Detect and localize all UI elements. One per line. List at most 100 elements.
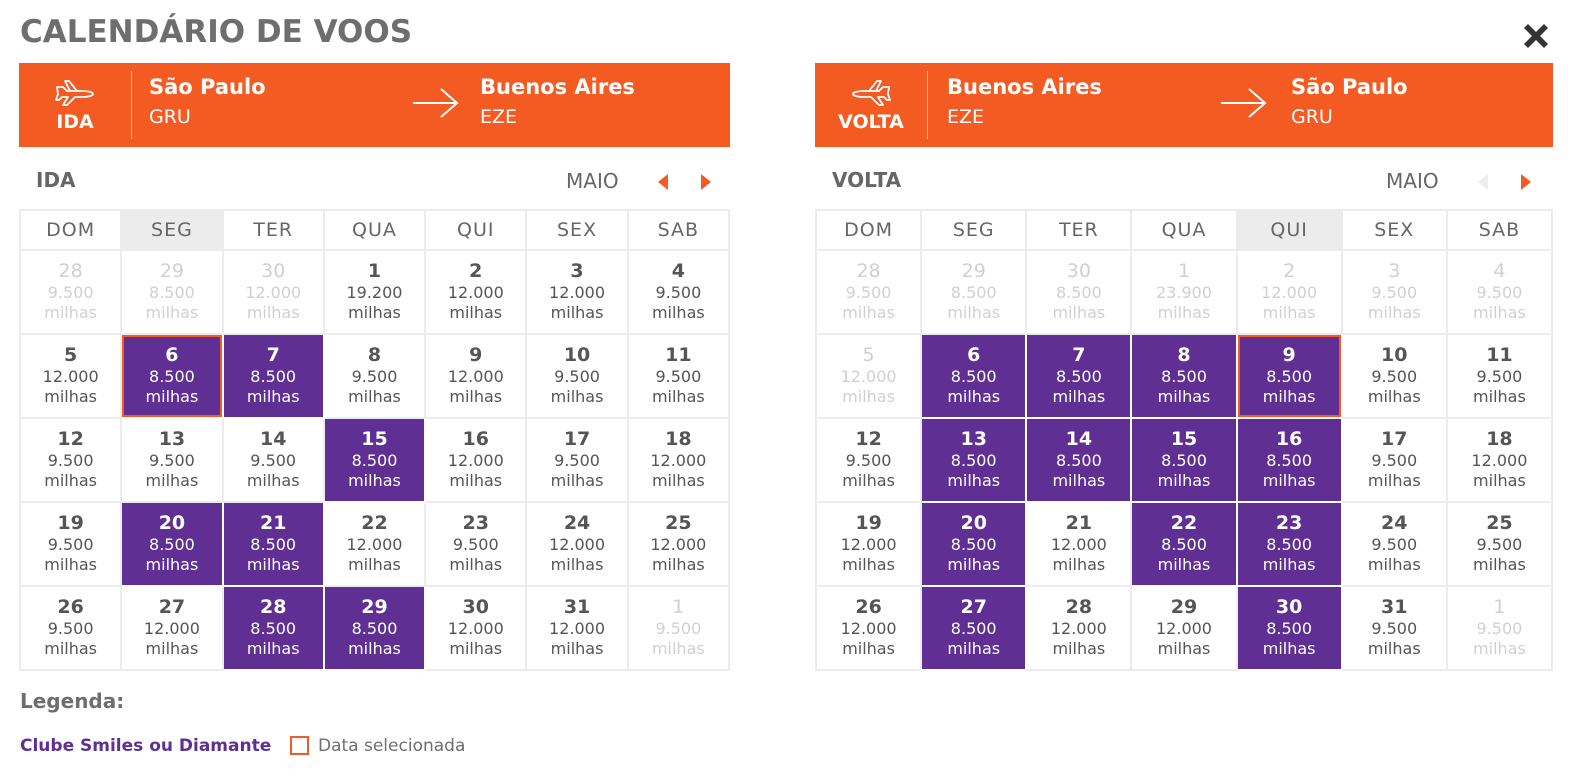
calendar-day-cell[interactable]: 10 9.500 milhas bbox=[525, 333, 629, 419]
calendar-day-cell[interactable]: 26 12.000 milhas bbox=[814, 585, 923, 671]
calendar-day-cell[interactable]: 27 8.500 milhas bbox=[920, 585, 1028, 671]
calendar-day-cell[interactable]: 25 9.500 milhas bbox=[1445, 501, 1554, 587]
calendar-day-cell[interactable]: 23 8.500 milhas bbox=[1235, 501, 1343, 587]
calendar-day-cell[interactable]: 1 19.200 milhas bbox=[322, 249, 427, 335]
legend-club-label: Clube Smiles ou Diamante bbox=[20, 736, 272, 756]
calendar-day-cell[interactable]: 14 9.500 milhas bbox=[221, 417, 325, 503]
calendar-day-cell[interactable]: 10 9.500 milhas bbox=[1340, 333, 1448, 419]
calendar-day-cell[interactable]: 20 8.500 milhas bbox=[120, 501, 224, 587]
calendar-day-cell[interactable]: 22 12.000 milhas bbox=[322, 501, 427, 587]
ida-destination-city: Buenos Aires bbox=[480, 75, 635, 99]
day-number: 29 bbox=[361, 596, 388, 618]
calendar-day-cell[interactable]: 24 12.000 milhas bbox=[525, 501, 629, 587]
calendar-day-cell[interactable]: 21 8.500 milhas bbox=[221, 501, 325, 587]
next-month-icon[interactable] bbox=[1519, 173, 1533, 191]
calendar-day-cell[interactable]: 27 12.000 milhas bbox=[120, 585, 224, 671]
day-price: 12.000 bbox=[650, 451, 707, 470]
calendar-day-cell[interactable]: 12 9.500 milhas bbox=[814, 417, 923, 503]
calendar-day-cell[interactable]: 2 12.000 milhas bbox=[424, 249, 528, 335]
calendar-day-cell[interactable]: 19 12.000 milhas bbox=[814, 501, 923, 587]
calendar-day-cell[interactable]: 29 8.500 milhas bbox=[322, 585, 427, 671]
arrow-right-icon bbox=[413, 88, 459, 118]
calendar-day-cell[interactable]: 21 12.000 milhas bbox=[1025, 501, 1133, 587]
calendar-day-cell[interactable]: 20 8.500 milhas bbox=[920, 501, 1028, 587]
day-price: 12.000 bbox=[42, 367, 99, 386]
calendar-day-cell[interactable]: 18 12.000 milhas bbox=[626, 417, 731, 503]
calendar-day-cell[interactable]: 18 12.000 milhas bbox=[1445, 417, 1554, 503]
weekday-header: DOM bbox=[814, 209, 923, 251]
calendar-day-cell[interactable]: 16 12.000 milhas bbox=[424, 417, 528, 503]
next-month-icon[interactable] bbox=[699, 173, 713, 191]
day-number: 6 bbox=[165, 344, 179, 366]
calendar-day-cell[interactable]: 17 9.500 milhas bbox=[1340, 417, 1448, 503]
day-number: 8 bbox=[367, 344, 382, 366]
weekday-header: DOM bbox=[18, 209, 123, 251]
volta-origin: Buenos Aires EZE bbox=[947, 75, 1102, 128]
day-price: 9.500 bbox=[47, 283, 94, 302]
calendar-day-cell[interactable]: 23 9.500 milhas bbox=[424, 501, 528, 587]
calendar-day-cell[interactable]: 31 9.500 milhas bbox=[1340, 585, 1448, 671]
calendar-day-cell[interactable]: 16 8.500 milhas bbox=[1235, 417, 1343, 503]
close-icon[interactable] bbox=[1520, 20, 1552, 52]
calendar-day-cell[interactable]: 17 9.500 milhas bbox=[525, 417, 629, 503]
calendar-day-cell[interactable]: 9 12.000 milhas bbox=[424, 333, 528, 419]
day-number: 19 bbox=[57, 512, 84, 534]
day-price: 12.000 bbox=[840, 535, 897, 554]
calendar-day-cell[interactable]: 26 9.500 milhas bbox=[18, 585, 123, 671]
day-price: 8.500 bbox=[250, 367, 297, 386]
day-number: 10 bbox=[563, 344, 591, 366]
calendar-day-cell[interactable]: 24 9.500 milhas bbox=[1340, 501, 1448, 587]
day-unit: milhas bbox=[1262, 303, 1316, 322]
calendar-day-cell[interactable]: 25 12.000 milhas bbox=[626, 501, 731, 587]
ida-icon-label: IDA bbox=[56, 111, 94, 133]
weekday-header: SEX bbox=[525, 209, 629, 251]
day-number: 2 bbox=[469, 260, 483, 282]
calendar-day-cell[interactable]: 11 9.500 milhas bbox=[626, 333, 731, 419]
calendar-day-cell[interactable]: 15 8.500 milhas bbox=[1130, 417, 1238, 503]
calendar-day-cell[interactable]: 3 12.000 milhas bbox=[525, 249, 629, 335]
calendar-day-cell[interactable]: 12 9.500 milhas bbox=[18, 417, 123, 503]
calendar-day-cell: 1 23.900 milhas bbox=[1130, 249, 1238, 335]
calendar-day-cell[interactable]: 8 8.500 milhas bbox=[1130, 333, 1238, 419]
day-unit: milhas bbox=[449, 387, 503, 406]
calendar-day-cell: 29 8.500 milhas bbox=[120, 249, 224, 335]
calendar-day-cell[interactable]: 11 9.500 milhas bbox=[1445, 333, 1554, 419]
calendar-day-cell[interactable]: 30 12.000 milhas bbox=[424, 585, 528, 671]
day-price: 9.500 bbox=[1371, 535, 1418, 554]
calendar-day-cell[interactable]: 9 8.500 milhas bbox=[1235, 333, 1343, 419]
calendar-day-cell[interactable]: 6 8.500 milhas bbox=[920, 333, 1028, 419]
day-price: 12.000 bbox=[840, 619, 897, 638]
calendar-day-cell[interactable]: 29 12.000 milhas bbox=[1130, 585, 1238, 671]
calendar-day-cell[interactable]: 31 12.000 milhas bbox=[525, 585, 629, 671]
calendar-day-cell[interactable]: 13 9.500 milhas bbox=[120, 417, 224, 503]
day-number: 2 bbox=[1283, 260, 1296, 282]
calendar-day-cell[interactable]: 28 12.000 milhas bbox=[1025, 585, 1133, 671]
day-price: 8.500 bbox=[250, 535, 297, 554]
calendar-day-cell[interactable]: 7 8.500 milhas bbox=[221, 333, 325, 419]
calendar-day-cell[interactable]: 14 8.500 milhas bbox=[1025, 417, 1133, 503]
day-unit: milhas bbox=[246, 555, 300, 574]
day-number: 28 bbox=[259, 596, 287, 618]
day-price: 8.500 bbox=[1266, 535, 1313, 554]
prev-month-icon[interactable] bbox=[656, 173, 670, 191]
prev-month-icon[interactable] bbox=[1476, 173, 1490, 191]
day-unit: milhas bbox=[1473, 471, 1526, 490]
weekday-header: SEG bbox=[920, 209, 1028, 251]
calendar-day-cell[interactable]: 28 8.500 milhas bbox=[221, 585, 325, 671]
calendar-day-cell[interactable]: 6 8.500 milhas bbox=[120, 333, 224, 419]
day-number: 21 bbox=[1065, 512, 1093, 534]
day-unit: milhas bbox=[842, 555, 895, 574]
day-unit: milhas bbox=[1262, 471, 1316, 490]
calendar-day-cell[interactable]: 7 8.500 milhas bbox=[1025, 333, 1133, 419]
calendar-day-cell[interactable]: 8 9.500 milhas bbox=[322, 333, 427, 419]
volta-route-header: VOLTA Buenos Aires EZE São Paulo GRU bbox=[815, 63, 1553, 147]
calendar-day-cell[interactable]: 13 8.500 milhas bbox=[920, 417, 1028, 503]
calendar-day-cell[interactable]: 15 8.500 milhas bbox=[322, 417, 427, 503]
calendar-day-cell[interactable]: 19 9.500 milhas bbox=[18, 501, 123, 587]
calendar-day-cell[interactable]: 22 8.500 milhas bbox=[1130, 501, 1238, 587]
calendar-day-cell[interactable]: 30 8.500 milhas bbox=[1235, 585, 1343, 671]
calendar-day-cell[interactable]: 4 9.500 milhas bbox=[626, 249, 731, 335]
calendar-day-cell[interactable]: 5 12.000 milhas bbox=[18, 333, 123, 419]
day-price: 8.500 bbox=[149, 367, 195, 386]
day-unit: milhas bbox=[842, 639, 895, 658]
